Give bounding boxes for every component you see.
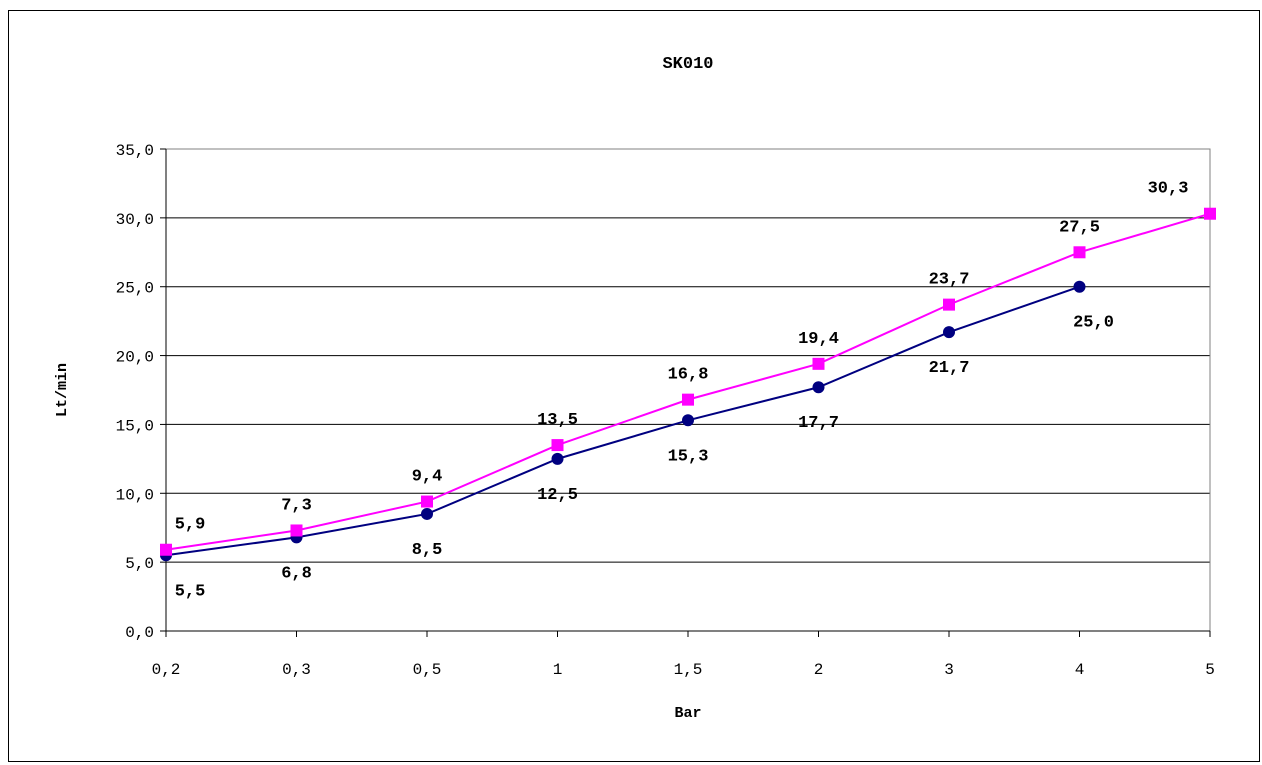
x-tick-label: 1: [553, 661, 563, 679]
chart-frame: [8, 10, 1260, 762]
data-label: 12,5: [537, 486, 578, 505]
data-label: 16,8: [668, 366, 709, 385]
y-tick-label: 15,0: [116, 417, 154, 435]
y-tick-label: 0,0: [125, 624, 154, 642]
series-point-circle: [682, 414, 694, 427]
y-tick-label: 25,0: [116, 280, 154, 298]
plot-area: [165, 148, 1211, 632]
series-point-square: [421, 495, 433, 508]
series-point-square: [682, 393, 694, 406]
y-tick-label: 30,0: [116, 211, 154, 229]
data-label: 7,3: [281, 496, 312, 515]
x-tick-label: 3: [944, 661, 954, 679]
series-line-circle: [165, 285, 1080, 557]
data-label: 30,3: [1148, 180, 1189, 199]
x-tick-label: 4: [1075, 661, 1085, 679]
series-point-circle: [1073, 280, 1086, 293]
data-label: 17,7: [798, 414, 839, 433]
x-tick-label: 0,2: [152, 661, 181, 679]
data-label: 27,5: [1059, 218, 1100, 237]
data-label: 13,5: [537, 411, 578, 430]
data-label: 21,7: [929, 359, 970, 378]
y-tick-label: 10,0: [116, 486, 154, 504]
x-tick-label: 0,5: [413, 661, 442, 679]
x-tick-label: 2: [814, 661, 824, 679]
series-point-circle: [551, 452, 564, 465]
y-tick-label: 35,0: [116, 142, 154, 160]
x-axis-title: Bar: [674, 705, 701, 722]
y-tick-label: 20,0: [116, 349, 154, 367]
y-tick-label: 5,0: [125, 555, 154, 573]
series-point-square: [943, 298, 955, 311]
data-label: 23,7: [929, 271, 970, 290]
data-label: 6,8: [281, 564, 312, 583]
series-point-square: [551, 439, 564, 452]
data-label: 15,3: [668, 447, 709, 466]
series-point-square: [290, 524, 303, 537]
data-label: 5,9: [175, 516, 206, 535]
data-label: 8,5: [412, 541, 443, 560]
series-point-square: [1204, 207, 1216, 220]
data-label: 9,4: [412, 468, 443, 487]
series-point-square: [160, 543, 172, 556]
series-point-square: [812, 357, 825, 370]
data-label: 5,5: [175, 582, 206, 601]
y-axis-title: Lt/min: [54, 363, 71, 417]
series-point-circle: [812, 381, 825, 394]
chart-title: SK010: [662, 55, 713, 74]
x-tick-label: 1,5: [674, 661, 703, 679]
x-tick-label: 0,3: [282, 661, 311, 679]
data-label: 19,4: [798, 330, 839, 349]
data-label: 25,0: [1073, 314, 1114, 333]
series-point-circle: [943, 326, 955, 339]
series-point-circle: [421, 507, 433, 520]
series-point-square: [1073, 246, 1086, 259]
x-tick-label: 5: [1205, 661, 1215, 679]
